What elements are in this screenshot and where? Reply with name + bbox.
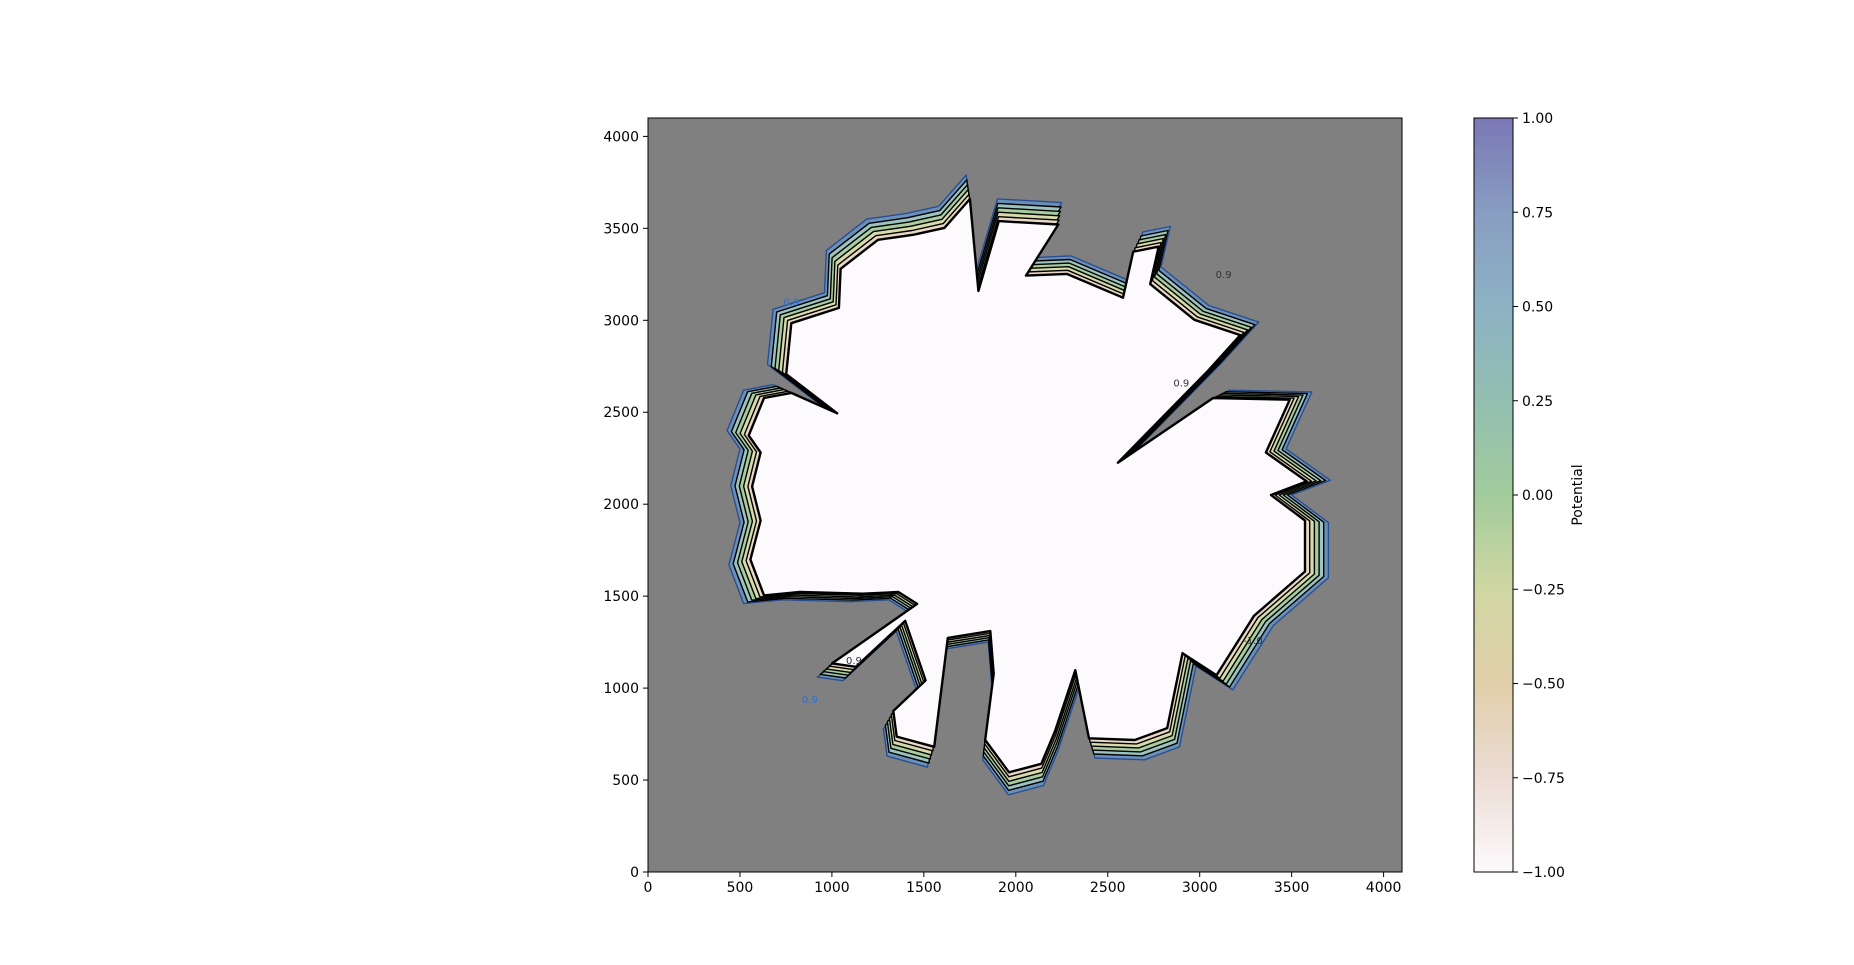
contour-band-5 — [747, 197, 1308, 774]
colorbar-tick-label: −0.75 — [1522, 771, 1565, 787]
colorbar-gradient — [1474, 118, 1513, 872]
x-tick-label: 500 — [727, 880, 754, 896]
y-tick-label: 1500 — [603, 589, 639, 605]
y-tick-label: 3500 — [603, 221, 639, 237]
x-tick-label: 2000 — [998, 880, 1034, 896]
x-tick-label: 1500 — [906, 880, 942, 896]
contour-label: 0.9 — [1173, 378, 1189, 389]
x-tick-label: 0 — [644, 880, 653, 896]
colorbar-tick-label: −1.00 — [1522, 865, 1565, 881]
plot-frame — [647, 117, 1403, 873]
contour-label: -1.0 — [1243, 636, 1263, 647]
y-tick-label: 3000 — [603, 313, 639, 329]
colorbar-tick-label: 0.00 — [1522, 488, 1553, 504]
x-tick-label: 3000 — [1182, 880, 1218, 896]
contour-label: 0.9 — [1216, 270, 1232, 281]
contour-label: 0.9 — [802, 695, 818, 706]
y-tick-label: 2000 — [603, 497, 639, 513]
y-tick-label: 500 — [612, 773, 639, 789]
colorbar-tick-label: 0.25 — [1522, 394, 1553, 410]
colorbar-tick-label: −0.25 — [1522, 582, 1565, 598]
contour-region — [726, 174, 1332, 796]
colorbar-tick-label: −0.50 — [1522, 677, 1565, 693]
x-tick-label: 4000 — [1366, 880, 1402, 896]
y-tick-label: 1000 — [603, 681, 639, 697]
colorbar-tick-label: 0.75 — [1522, 205, 1553, 221]
x-tick-label: 3500 — [1274, 880, 1310, 896]
y-tick-label: 4000 — [603, 129, 639, 145]
main-plot: 0.9 0.9 0.9 -1.0 0.9 0.9 0 500 1000 1500 2000 2500… — [603, 117, 1403, 896]
colorbar-tick-label: 1.00 — [1522, 111, 1553, 127]
contour-label: 0.9 — [846, 656, 862, 667]
contour-label: 0.9 — [783, 298, 799, 309]
y-axis: 0 500 1000 1500 2000 2500 3000 3500 4000 — [603, 129, 648, 881]
x-tick-label: 1000 — [814, 880, 850, 896]
y-tick-label: 0 — [630, 865, 639, 881]
colorbar-tick-label: 0.50 — [1522, 300, 1553, 316]
colorbar-ticks: −1.00 −0.75 −0.50 −0.25 0.00 0.25 0.50 0.75 1.00 — [1513, 111, 1565, 881]
x-tick-label: 2500 — [1090, 880, 1126, 896]
colorbar-label: Potential — [1570, 464, 1586, 525]
x-axis: 0 500 1000 1500 2000 2500 3000 3500 4000 — [644, 872, 1402, 896]
y-tick-label: 2500 — [603, 405, 639, 421]
colorbar: −1.00 −0.75 −0.50 −0.25 0.00 0.25 0.50 0.75 1.00… — [1473, 111, 1586, 881]
contour-labels: 0.9 0.9 0.9 -1.0 0.9 0.9 — [783, 270, 1262, 706]
